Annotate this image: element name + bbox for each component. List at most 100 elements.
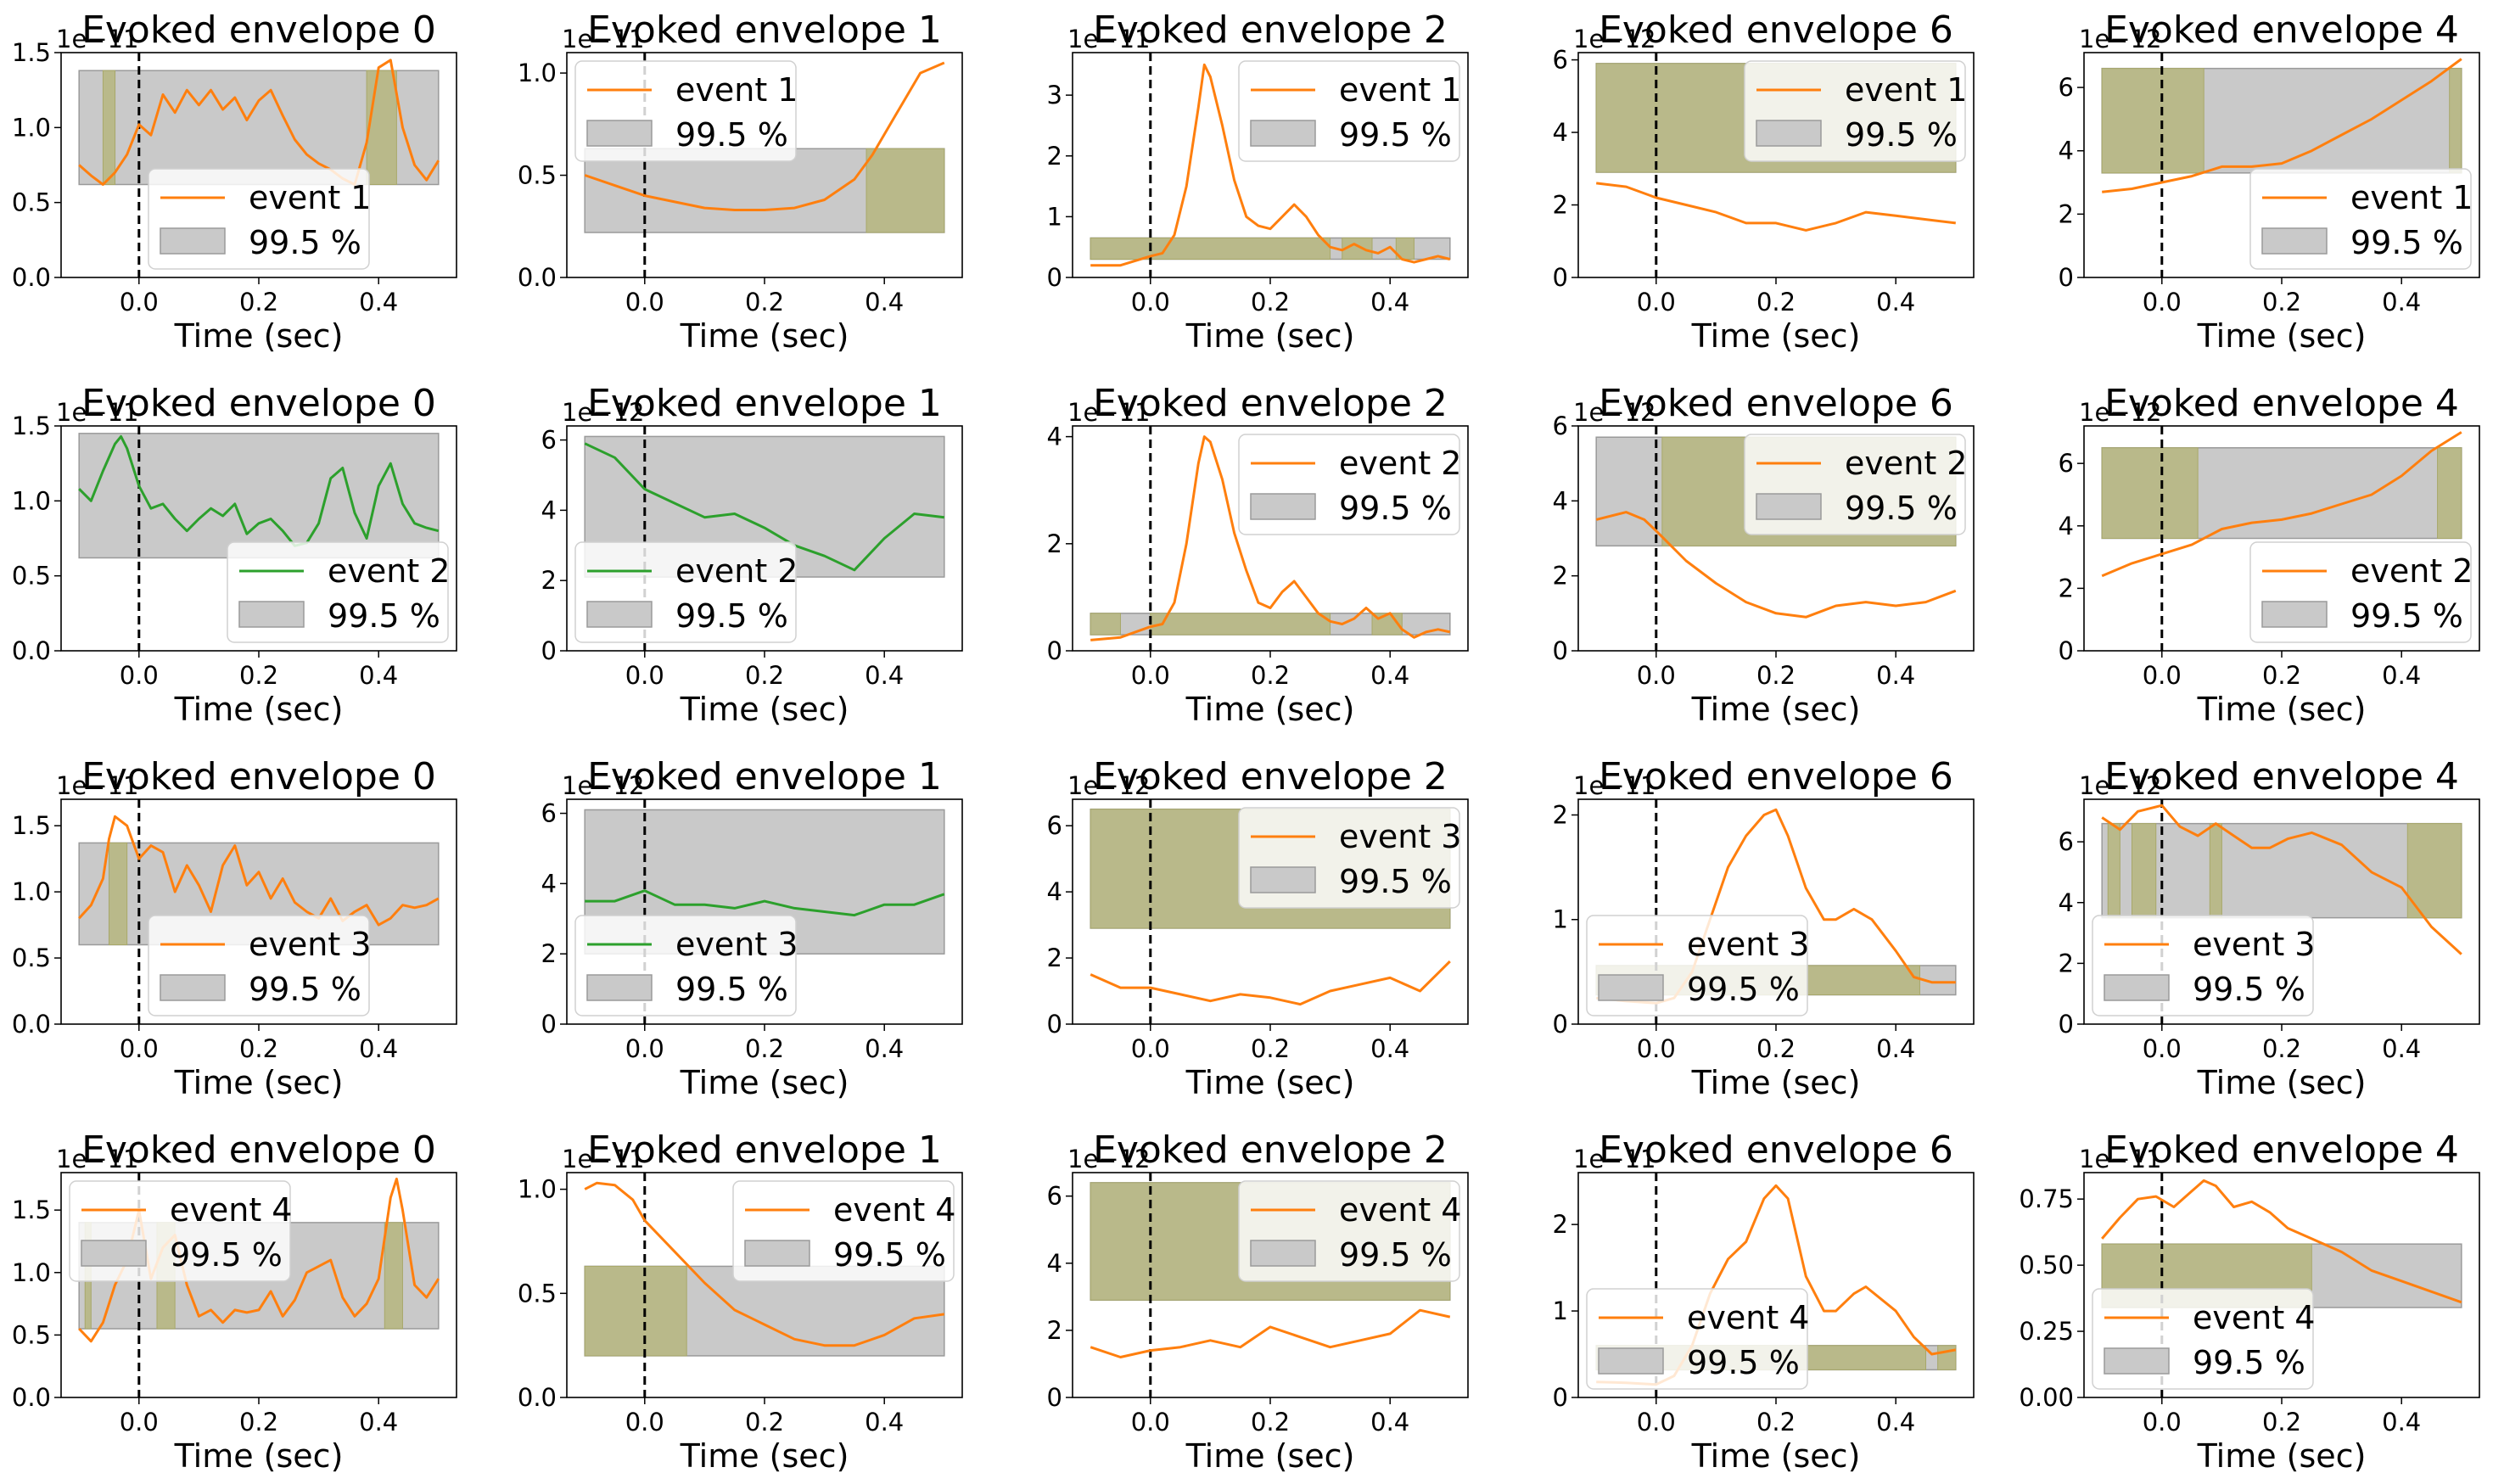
x-tick-label: 0.0 xyxy=(120,661,159,690)
legend-series-label: event 2 xyxy=(1339,445,1462,482)
x-tick-label: 0.2 xyxy=(1251,1034,1290,1063)
x-tick-label: 0.0 xyxy=(2143,1408,2182,1436)
axis-offset-text: 1e−11 xyxy=(1067,398,1151,427)
series-line xyxy=(78,59,440,186)
y-tick-label: 0.0 xyxy=(12,636,51,665)
y-tick-label: 4 xyxy=(1047,1249,1062,1278)
y-tick-label: 2 xyxy=(2059,949,2074,977)
legend-band-swatch xyxy=(1598,1347,1664,1375)
y-tick-label: 2 xyxy=(541,566,557,595)
axis-offset-text: 1e−12 xyxy=(1573,25,1656,53)
y-tick-label: 0.5 xyxy=(518,161,557,190)
y-tick-label: 2 xyxy=(541,939,557,968)
x-axis-label: Time (sec) xyxy=(1185,691,1355,728)
x-tick-label: 0.4 xyxy=(1370,1034,1409,1063)
y-tick-label: 2 xyxy=(1047,142,1062,171)
x-tick-label: 0.4 xyxy=(1876,1408,1915,1436)
axis-offset-text: 1e−11 xyxy=(56,1145,139,1173)
x-tick-label: 0.4 xyxy=(359,288,398,316)
x-axis-label: Time (sec) xyxy=(1185,1064,1355,1101)
x-axis-label: Time (sec) xyxy=(174,1437,344,1475)
legend-band-swatch xyxy=(1250,493,1316,520)
legend-band-label: 99.5 % xyxy=(1339,490,1452,527)
y-tick-label: 6 xyxy=(1553,46,1568,75)
significant-region xyxy=(2437,447,2462,540)
legend-band-swatch xyxy=(586,974,653,1001)
chart-title: Evoked envelope 4 xyxy=(2104,8,2459,52)
plot-area xyxy=(2101,799,2462,1024)
x-tick-label: 0.2 xyxy=(239,1034,278,1063)
axis-offset-text: 1e−11 xyxy=(56,771,139,800)
series-line xyxy=(585,889,945,917)
chart-title: Evoked envelope 0 xyxy=(81,755,436,798)
x-tick-label: 0.0 xyxy=(625,1034,664,1063)
y-tick-label: 1 xyxy=(1553,905,1568,934)
y-tick-label: 1.5 xyxy=(12,38,51,67)
series-line xyxy=(2101,804,2462,955)
legend-band-label: 99.5 % xyxy=(675,116,788,154)
x-tick-label: 0.0 xyxy=(2143,288,2182,316)
y-tick-label: 6 xyxy=(1047,1182,1062,1211)
y-tick-label: 0.0 xyxy=(12,1010,51,1039)
x-tick-label: 0.2 xyxy=(1756,1408,1796,1436)
significant-region xyxy=(2406,823,2462,919)
plot-area xyxy=(2101,426,2462,651)
chart-title: Evoked envelope 4 xyxy=(2104,755,2459,798)
significant-region xyxy=(584,1265,687,1357)
x-axis-label: Time (sec) xyxy=(174,1064,344,1101)
chart-title: Evoked envelope 1 xyxy=(587,755,942,798)
y-tick-label: 0 xyxy=(2059,636,2074,665)
legend-series-label: event 2 xyxy=(675,552,798,590)
x-tick-label: 0.2 xyxy=(239,1408,278,1436)
plot-area xyxy=(1090,53,1451,277)
significant-region xyxy=(1090,613,1121,636)
chart-title: Evoked envelope 1 xyxy=(587,1128,942,1172)
y-tick-label: 1 xyxy=(1553,1296,1568,1325)
y-tick-label: 1.0 xyxy=(12,1258,51,1287)
legend-series-label: event 1 xyxy=(1845,71,1968,109)
axis-offset-text: 1e−11 xyxy=(562,25,645,53)
x-tick-label: 0.2 xyxy=(1756,288,1796,316)
x-axis-label: Time (sec) xyxy=(1185,1437,1355,1475)
legend-series-label: event 1 xyxy=(675,71,798,109)
x-tick-label: 0.4 xyxy=(2382,1408,2421,1436)
chart-title: Evoked envelope 4 xyxy=(2104,382,2459,425)
x-axis-label: Time (sec) xyxy=(1691,1064,1861,1101)
y-tick-label: 1.0 xyxy=(12,877,51,906)
legend: event 2 99.5 % xyxy=(2249,541,2473,643)
plot-area xyxy=(584,53,945,277)
legend: event 4 99.5 % xyxy=(1238,1180,1462,1282)
x-axis-label: Time (sec) xyxy=(2197,691,2367,728)
y-tick-label: 0.25 xyxy=(2019,1317,2074,1346)
y-tick-label: 1.5 xyxy=(12,811,51,840)
legend-series-label: event 3 xyxy=(2193,926,2316,963)
legend: event 4 99.5 % xyxy=(1586,1288,1810,1390)
y-tick-label: 4 xyxy=(541,869,557,898)
x-tick-label: 0.2 xyxy=(745,1034,784,1063)
x-tick-label: 0.4 xyxy=(1370,661,1409,690)
y-tick-label: 0 xyxy=(2059,263,2074,292)
x-tick-label: 0.2 xyxy=(1756,661,1796,690)
y-tick-label: 2 xyxy=(2059,574,2074,602)
legend: event 1 99.5 % xyxy=(148,168,372,270)
y-tick-label: 1.5 xyxy=(12,412,51,440)
y-tick-label: 0 xyxy=(2059,1010,2074,1039)
x-axis-label: Time (sec) xyxy=(2197,1064,2367,1101)
chart-title: Evoked envelope 1 xyxy=(587,8,942,52)
legend: event 1 99.5 % xyxy=(1238,60,1462,162)
axis-offset-text: 1e−11 xyxy=(56,398,139,427)
series-line xyxy=(1595,511,1957,619)
x-axis-label: Time (sec) xyxy=(680,317,849,355)
plot-area xyxy=(78,53,440,277)
y-tick-label: 6 xyxy=(541,426,557,455)
